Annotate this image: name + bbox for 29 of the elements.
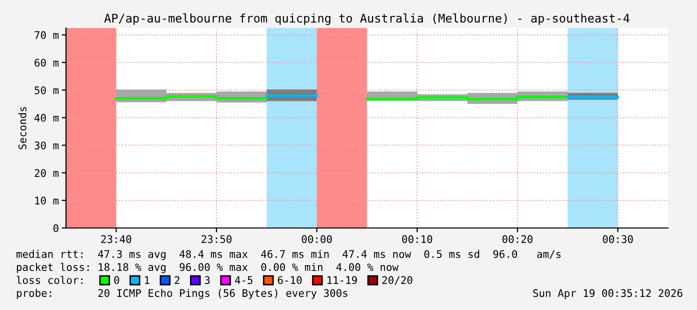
x-tick-label: 00:20 <box>502 235 533 244</box>
x-tick-label: 00:30 <box>602 235 633 244</box>
text: probe: 20 ICMP Echo Pings (56 Bytes) every 300s <box>16 288 348 300</box>
y-tick-label: 10 m <box>35 196 59 205</box>
x-tick-label: 23:50 <box>202 235 232 244</box>
y-tick-label: 20 m <box>34 169 59 177</box>
y-tick-label: 50 m <box>34 86 59 94</box>
text: Sun Apr 19 00:35:12 2026 <box>533 289 682 300</box>
legend-label: 11-19 <box>328 276 357 284</box>
x-tick-label: 00:00 <box>302 235 332 244</box>
x-tick-label: 23:40 <box>101 235 132 244</box>
legend-label: 0 <box>114 276 120 284</box>
legend-label: 3 <box>204 276 210 284</box>
legend-label: 6-10 <box>278 276 302 284</box>
legend-label: 2 <box>174 276 180 284</box>
y-tick-label: 30 m <box>34 141 59 150</box>
text: packet loss: 18.18 % avg 96.00 % max 0.00 % min 4.00 % now <box>16 262 399 274</box>
y-axis-title: Seconds <box>18 107 26 150</box>
chart-title: AP/ap-au-melbourne from quicping to Australia (Melbourne) - ap-southeast-4 <box>104 13 630 25</box>
y-tick-label: 60 m <box>34 58 59 67</box>
legend-title: loss color: <box>16 276 82 284</box>
text: median rtt: 47.3 ms avg 48.4 ms max 46.7 ms min 47.4 ms now 0.5 ms sd 96.0 am/s <box>16 250 561 260</box>
legend-label: 20/20 <box>382 276 412 285</box>
legend-label: 4-5 <box>234 276 252 284</box>
legend-label: 1 <box>145 276 150 284</box>
y-tick-label: 40 m <box>34 114 59 122</box>
y-tick-label: 0 <box>53 224 58 232</box>
x-tick-label: 00:10 <box>402 235 432 244</box>
y-tick-label: 70 m <box>34 31 59 40</box>
